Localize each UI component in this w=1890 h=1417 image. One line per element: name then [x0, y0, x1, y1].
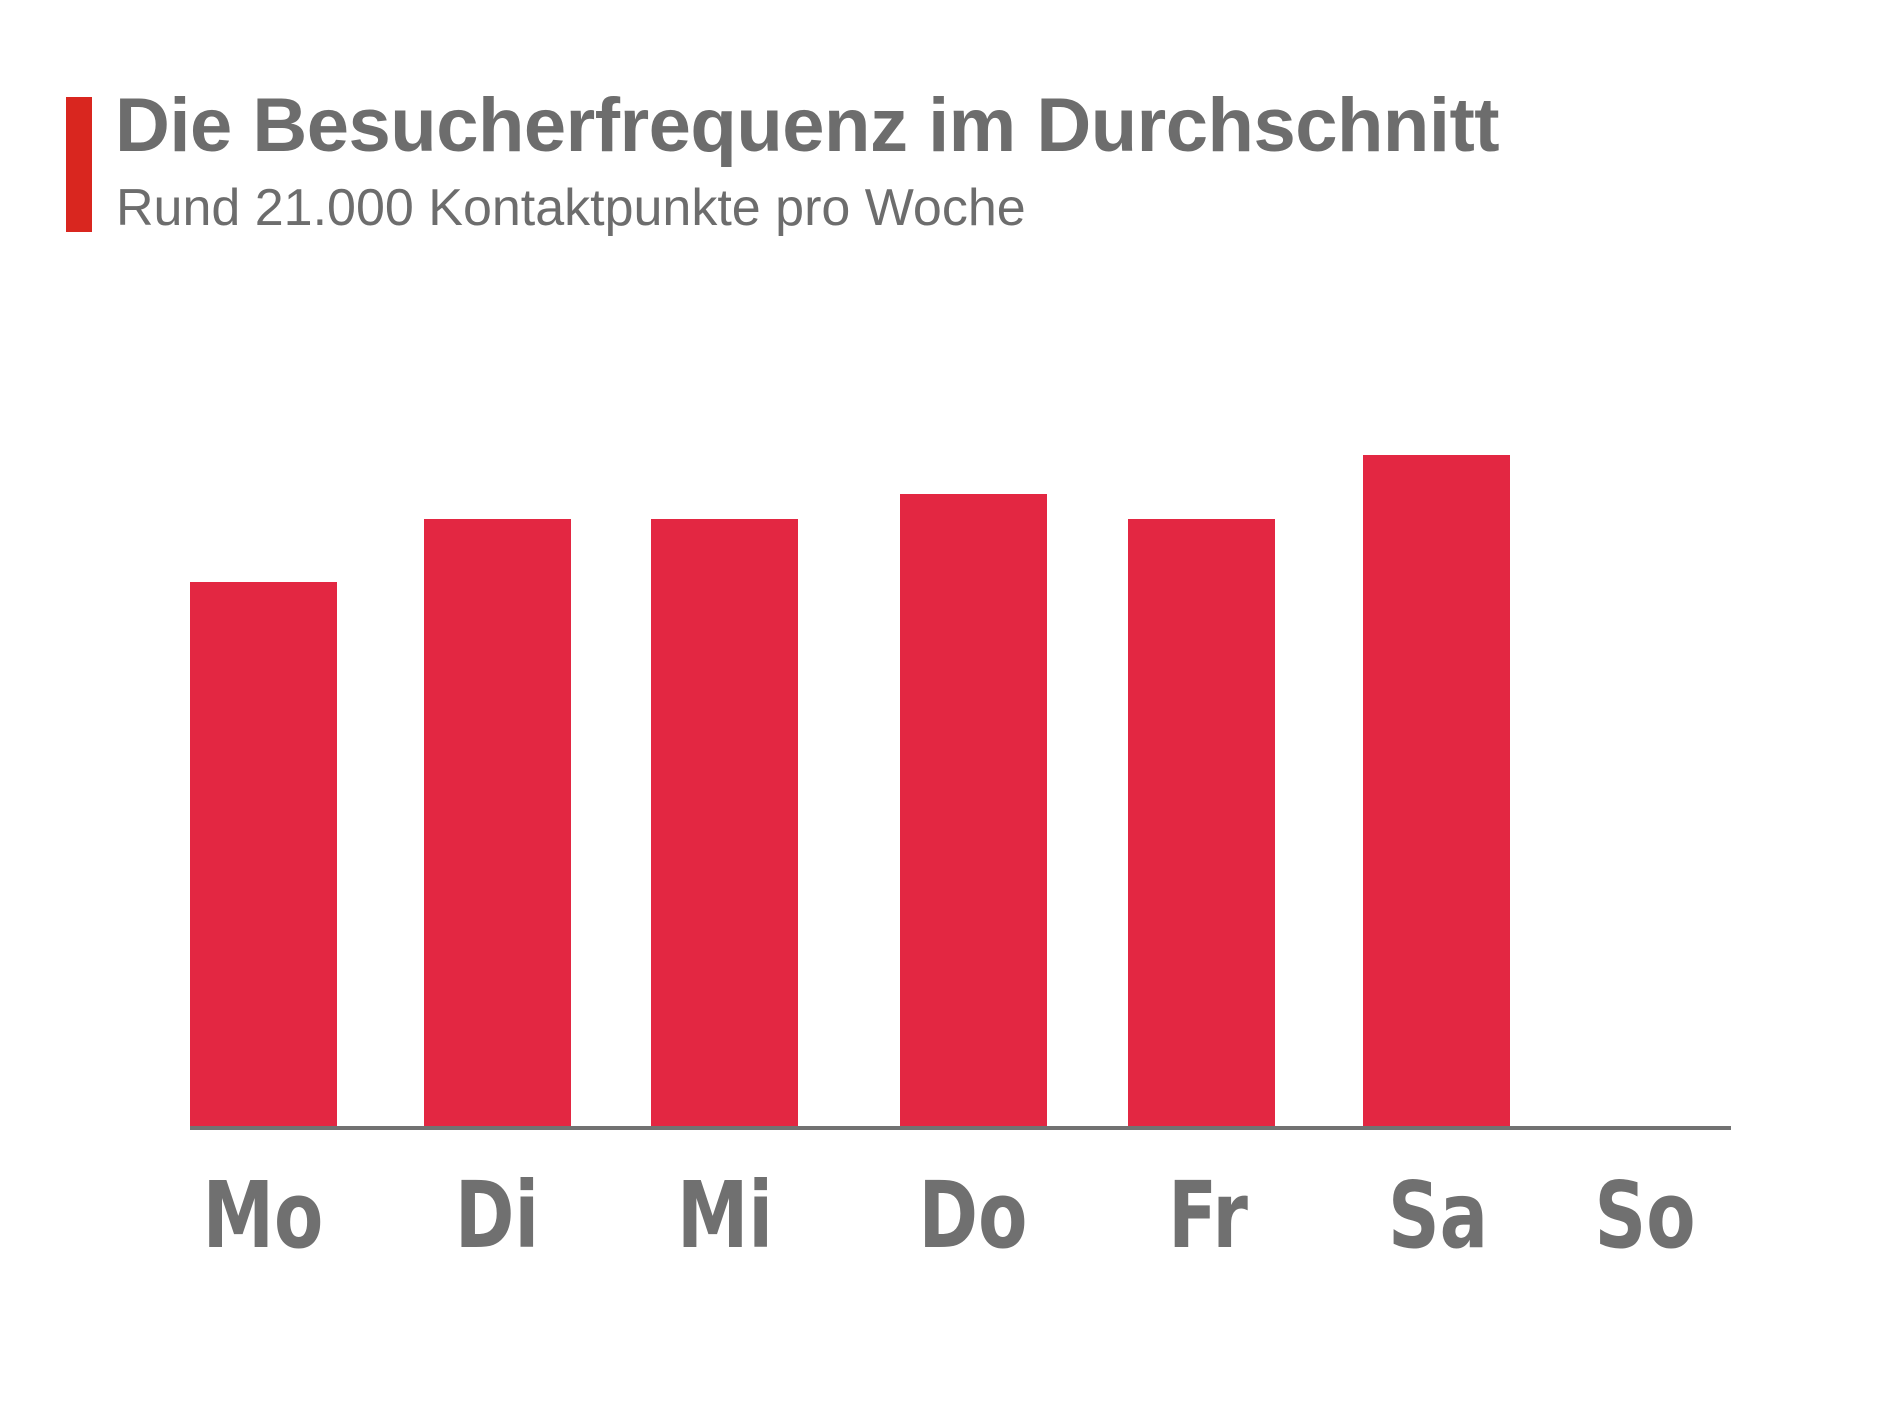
- bar-mi: [651, 519, 798, 1128]
- title-accent-bar: [66, 97, 92, 232]
- bar-fr: [1128, 519, 1275, 1128]
- bar-mo: [190, 582, 337, 1128]
- chart-subtitle: Rund 21.000 Kontaktpunkte pro Woche: [116, 179, 1026, 237]
- bar-sa: [1363, 455, 1510, 1128]
- x-label-do: Do: [918, 1162, 1028, 1269]
- bar-do: [900, 494, 1047, 1128]
- x-axis-line: [190, 1126, 1731, 1130]
- x-label-mi: Mi: [676, 1162, 774, 1269]
- x-label-di: Di: [454, 1162, 540, 1269]
- x-label-so: So: [1594, 1162, 1696, 1269]
- x-label-mo: Mo: [202, 1162, 324, 1269]
- x-label-sa: Sa: [1387, 1162, 1489, 1269]
- x-label-fr: Fr: [1168, 1162, 1248, 1269]
- chart-title: Die Besucherfrequenz im Durchschnitt: [115, 83, 1500, 168]
- bar-di: [424, 519, 571, 1128]
